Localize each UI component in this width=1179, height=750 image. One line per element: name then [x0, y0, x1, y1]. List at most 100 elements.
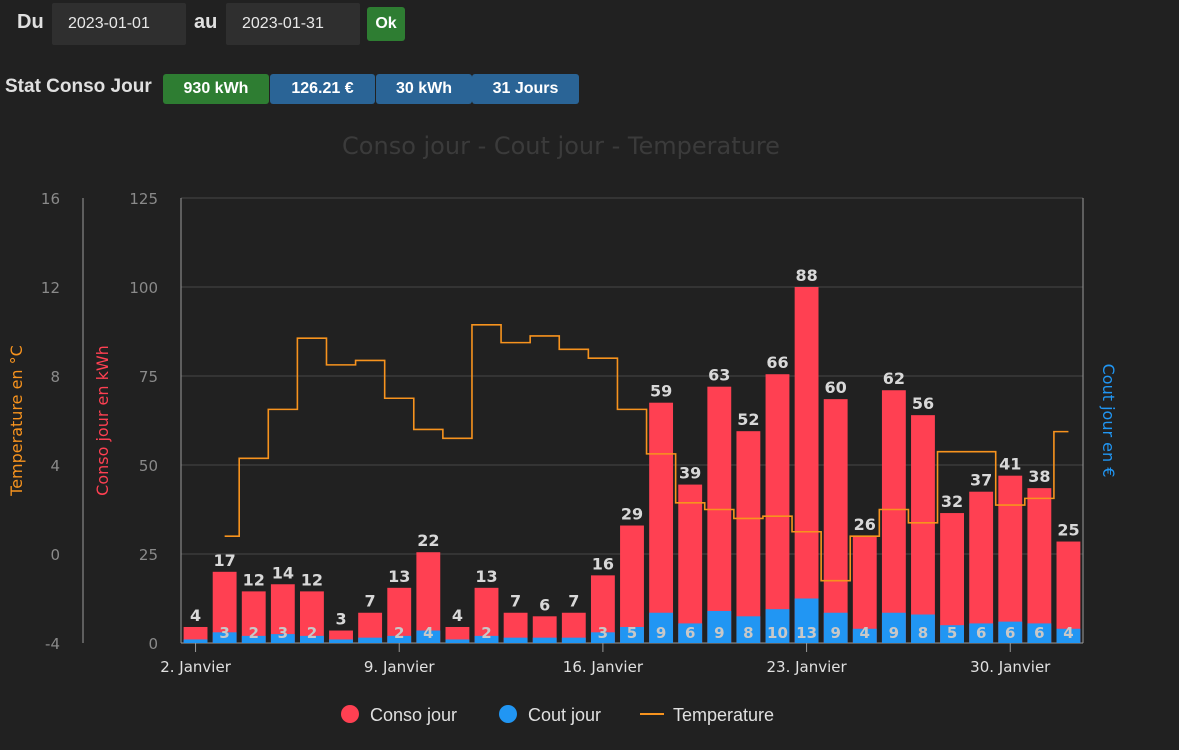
legend-conso-label: Conso jour	[370, 705, 457, 725]
conso-data-label: 14	[272, 563, 294, 582]
conso-chart: Conso jour - Cout jour - Temperature 025…	[7, 132, 1118, 725]
conso-tick-label: 75	[139, 368, 158, 386]
cout-data-label: 5	[627, 624, 637, 642]
cout-bar	[270, 634, 295, 643]
conso-bar	[707, 386, 732, 643]
cout-data-label: 2	[307, 624, 317, 642]
conso-bar	[794, 287, 819, 643]
conso-bar	[881, 390, 906, 643]
conso-bar	[1056, 541, 1081, 643]
conso-bar	[998, 475, 1023, 643]
stat-days-badge: 31 Jours	[472, 74, 579, 104]
conso-tick-label: 50	[139, 457, 158, 475]
date-from-input[interactable]	[52, 3, 186, 45]
legend-item-cout[interactable]: Cout jour	[499, 705, 601, 725]
conso-data-label: 37	[970, 471, 992, 490]
cout-data-label: 13	[796, 624, 817, 642]
conso-tick-label: 125	[129, 190, 158, 208]
cout-bar	[183, 639, 208, 643]
conso-data-label: 4	[190, 606, 201, 625]
cout-bar	[329, 639, 353, 643]
cout-bar	[387, 635, 412, 643]
cout-data-label: 6	[1005, 624, 1015, 642]
legend-item-conso[interactable]: Conso jour	[341, 705, 457, 725]
conso-bar	[911, 415, 935, 643]
legend-conso-marker	[341, 705, 359, 723]
conso-data-label: 25	[1057, 521, 1079, 540]
stat-avg-kwh-badge: 30 kWh	[376, 74, 472, 104]
cout-data-label: 9	[656, 624, 666, 642]
x-tick-label: 9. Janvier	[364, 658, 435, 676]
conso-bar	[678, 484, 703, 643]
cout-data-label: 10	[767, 624, 788, 642]
cout-data-label: 4	[423, 624, 433, 642]
conso-bar	[270, 584, 295, 643]
cout-bar	[445, 639, 470, 643]
cout-data-label: 9	[830, 624, 840, 642]
conso-bar	[969, 491, 994, 643]
temperature-line	[224, 324, 1069, 582]
conso-data-label: 17	[214, 551, 236, 570]
legend-cout-marker	[499, 705, 517, 723]
cout-bar	[416, 630, 441, 643]
date-to-input[interactable]	[226, 3, 360, 45]
conso-bar	[765, 374, 790, 643]
conso-tick-label: 0	[148, 635, 158, 653]
stats-title: Stat Conso Jour	[5, 76, 152, 97]
conso-bar	[940, 513, 964, 643]
conso-data-label: 52	[737, 410, 759, 429]
cout-bar	[620, 626, 644, 643]
temperature-tick-label: -4	[45, 635, 60, 653]
conso-data-label: 41	[999, 455, 1021, 474]
cout-bar	[940, 625, 964, 643]
cout-data-label: 6	[685, 624, 695, 642]
conso-data-label: 56	[912, 394, 934, 413]
conso-data-label: 29	[621, 505, 643, 524]
legend-item-temperature[interactable]: Temperature	[640, 705, 774, 725]
temperature-tick-label: 12	[41, 279, 60, 297]
conso-data-label: 13	[388, 567, 410, 586]
conso-data-label: 66	[766, 353, 788, 372]
cout-data-label: 2	[394, 624, 404, 642]
date-filter-bar: Du au Ok	[0, 0, 1179, 50]
cout-bar	[590, 632, 615, 643]
cout-data-label: 4	[860, 624, 870, 642]
conso-bar	[852, 536, 877, 643]
cout-data-label: 8	[743, 624, 753, 642]
temperature-tick-label: 4	[50, 457, 60, 475]
cout-bar	[241, 635, 266, 643]
conso-data-label: 26	[854, 515, 876, 534]
cout-axis-title: Cout jour en €	[1099, 364, 1118, 478]
conso-bar	[445, 626, 470, 643]
conso-data-label: 32	[941, 492, 963, 511]
conso-data-label: 13	[475, 567, 497, 586]
conso-axis-title: Conso jour en kWh	[93, 345, 112, 496]
cout-bar	[678, 623, 703, 643]
cout-data-label: 9	[714, 624, 724, 642]
conso-data-label: 7	[365, 592, 376, 611]
cout-bar	[1056, 628, 1081, 643]
cout-bar	[300, 635, 324, 643]
conso-data-label: 3	[335, 610, 346, 629]
conso-bar	[532, 616, 557, 643]
x-tick-label: 23. Janvier	[766, 658, 847, 676]
conso-bar	[561, 612, 586, 643]
cout-bar	[998, 621, 1023, 643]
conso-bar	[387, 587, 412, 643]
conso-bar	[590, 575, 615, 643]
conso-bar	[474, 587, 499, 643]
ok-button[interactable]: Ok	[367, 7, 405, 41]
temperature-axis-title: Temperature en °C	[7, 345, 26, 497]
conso-bar	[620, 525, 644, 643]
conso-data-label: 6	[539, 595, 550, 614]
legend: Conso jour Cout jour Temperature	[341, 705, 774, 725]
cout-bar	[532, 637, 557, 643]
conso-data-label: 62	[883, 369, 905, 388]
cout-data-label: 3	[278, 624, 288, 642]
cout-data-label: 8	[918, 624, 928, 642]
conso-bars	[183, 287, 1081, 643]
cout-data-label: 2	[481, 624, 491, 642]
stat-total-kwh-badge: 930 kWh	[163, 74, 269, 104]
to-label: au	[194, 11, 218, 33]
cout-bars	[183, 598, 1081, 643]
